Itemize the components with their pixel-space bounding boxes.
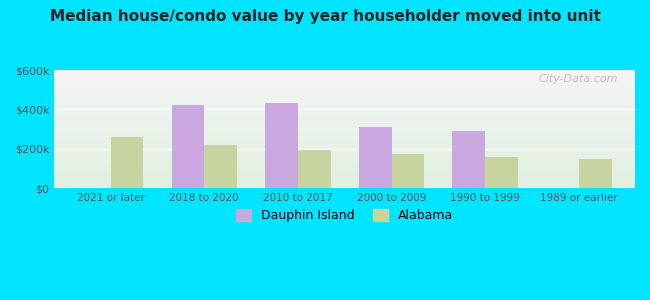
- Bar: [485, 157, 518, 188]
- Bar: [578, 159, 612, 188]
- Bar: [204, 145, 237, 188]
- Text: Median house/condo value by year householder moved into unit: Median house/condo value by year househo…: [49, 9, 601, 24]
- Bar: [265, 103, 298, 188]
- Bar: [452, 131, 485, 188]
- Bar: [298, 150, 331, 188]
- Legend: Dauphin Island, Alabama: Dauphin Island, Alabama: [231, 204, 458, 227]
- Bar: [111, 137, 144, 188]
- Bar: [172, 105, 204, 188]
- Bar: [359, 127, 391, 188]
- Bar: [391, 154, 424, 188]
- Text: City-Data.com: City-Data.com: [538, 74, 617, 84]
